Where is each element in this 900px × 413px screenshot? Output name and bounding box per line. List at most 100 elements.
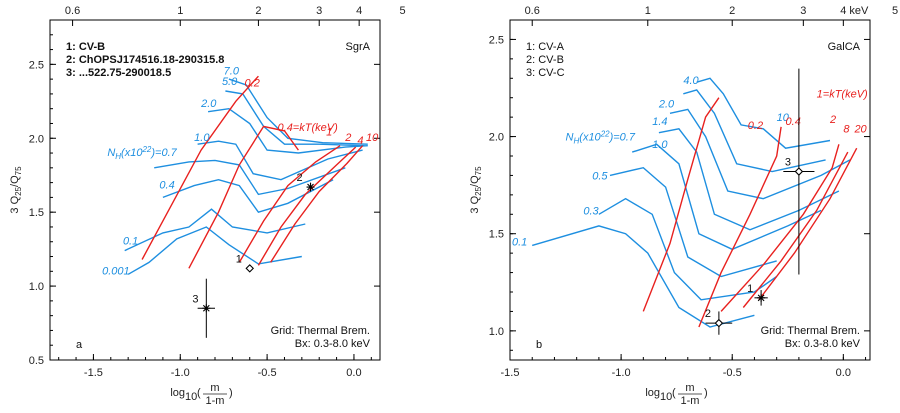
x-tick-label: -1.0 — [612, 367, 631, 379]
panel-title: GalCA — [828, 41, 861, 53]
x-title-paren-close: ) — [704, 387, 708, 399]
x-axis-title: log 10(m1-m) — [645, 382, 707, 407]
nh-grid-curve-2 — [162, 178, 334, 214]
data-point-2: 2 — [705, 308, 733, 335]
kt-label: 0.2 — [748, 120, 763, 132]
diamond-marker — [794, 167, 804, 176]
kt-label: 10 — [366, 132, 379, 144]
kt-label: 0.4 — [786, 116, 801, 128]
nh-label: NH(x1022)=0.7 — [107, 145, 177, 161]
top-tick-label: 3 — [800, 5, 806, 17]
x-title-den: 1-m — [206, 395, 225, 407]
nh-label: 2.0 — [200, 98, 217, 110]
x-title-den: 1-m — [681, 395, 700, 407]
nh-label: 0.001 — [102, 265, 130, 277]
point-label: 1 — [747, 283, 753, 295]
top-tick-label: 0.6 — [65, 5, 80, 17]
y-tick-label: 0.5 — [29, 355, 44, 367]
x-title-log: log — [645, 387, 660, 399]
point-label: 1 — [236, 253, 242, 265]
x-title-sub: 10 — [660, 391, 672, 403]
x-tick-label: -1.5 — [501, 367, 520, 379]
kt-grid-curve-1 — [698, 126, 782, 328]
nh-grid-curve-6 — [683, 89, 826, 173]
diamond-marker — [245, 264, 255, 273]
x-title-paren-open: ( — [672, 387, 676, 399]
x-title-paren-close: ) — [229, 387, 233, 399]
kt-label: 8 — [843, 124, 850, 136]
nh-label: 1.0 — [194, 132, 210, 144]
point-label: 2 — [705, 308, 711, 320]
legend-entry: 2: ChOPSJ174516.18-290315.8 — [66, 54, 224, 66]
nh-grid-curve-1 — [598, 197, 778, 301]
y-tick-label: 2.5 — [29, 59, 44, 71]
data-point-2: 2 — [297, 172, 315, 192]
nh-label: 4.0 — [683, 75, 699, 87]
nh-label: 10 — [777, 112, 790, 124]
nh-grid-curve-5 — [669, 108, 851, 200]
kt-grid-curve-1 — [188, 125, 299, 269]
x-title-paren-open: ( — [197, 387, 201, 399]
y-tick-label: 2.0 — [29, 133, 44, 145]
nh-grid-curve-1 — [124, 208, 306, 252]
kt-label: 1 — [326, 126, 332, 138]
nh-grid-curve-0 — [532, 225, 755, 328]
nh-grid-curve-2 — [609, 166, 777, 278]
nh-label: 0.1 — [123, 236, 138, 248]
panel-label: a — [76, 339, 83, 351]
y-tick-label: 1.5 — [29, 207, 44, 219]
point-label: 3 — [785, 157, 791, 169]
nh-grid-curve-7 — [228, 78, 368, 145]
kt-grid-curve-0 — [141, 75, 259, 260]
y-axis-title: 3 Q25/Q75 — [469, 166, 483, 214]
nh-grid-curve-4 — [197, 140, 363, 181]
kt-grid-curve-2 — [238, 145, 341, 263]
grid-note: Grid: Thermal Brem. — [271, 325, 370, 337]
top-tick-label: 5 — [892, 5, 898, 17]
x-tick-label: -0.5 — [258, 367, 277, 379]
top-axis-unit: keV — [849, 5, 869, 17]
point-label: 2 — [297, 172, 303, 184]
top-tick-label: 5 — [400, 5, 406, 17]
kt-grid-curve-3 — [742, 151, 849, 308]
plot-frame — [509, 19, 871, 361]
panel-sgra: -1.5 -1.0 -0.5 0.00.51.01.52.02.50.6 1 2 3 4 5lo… — [9, 5, 406, 407]
nh-label: 2.0 — [658, 98, 675, 110]
nh-label: 1.4 — [652, 116, 667, 128]
nh-label: 5.0 — [222, 76, 238, 88]
x-title-num: m — [210, 382, 219, 394]
legend-entry: 2: CV-B — [526, 54, 564, 66]
nh-grid-curve-3 — [631, 143, 822, 251]
data-point-3: 3 — [783, 68, 815, 275]
point-label: 3 — [192, 293, 198, 305]
nh-label: 0.3 — [583, 205, 599, 217]
y-axis-title: 3 Q25/Q75 — [9, 166, 23, 214]
nh-label: 1.0 — [652, 139, 668, 151]
panel-galca: -1.5 -1.0 -0.5 0.0 1.0 1.5 2.0 2.5 0.6 1 2 3 4 5 keV lo… — [469, 5, 898, 407]
x-tick-label: 0.0 — [836, 367, 851, 379]
kt-label: 4 — [357, 135, 363, 147]
nh-grid-curve-7 — [696, 77, 831, 149]
grid-note: Grid: Thermal Brem. — [761, 325, 860, 337]
x-title-log: log — [170, 387, 185, 399]
y-tick-label: 2.0 — [489, 132, 504, 144]
diamond-marker — [714, 318, 724, 328]
top-tick-label: 2 — [255, 5, 261, 17]
top-tick-label: 2 — [729, 5, 735, 17]
top-tick-label: 3 — [316, 5, 322, 17]
kt-label: 0.2 — [245, 78, 260, 90]
data-point-1: 1 — [236, 253, 255, 273]
star-marker — [306, 183, 315, 192]
nh-label: 0.5 — [592, 170, 608, 182]
top-tick-label: 4 — [356, 5, 362, 17]
panel-title: SgrA — [346, 41, 371, 53]
kt-label: 2 — [829, 114, 836, 126]
y-tick-label: 1.0 — [489, 326, 504, 338]
top-tick-label: 1 — [177, 5, 183, 17]
top-tick-label: 4 — [840, 5, 846, 17]
kt-grid-curve-0 — [642, 97, 720, 312]
nh-grid-curve-5 — [208, 107, 368, 154]
y-tick-label: 1.0 — [29, 281, 44, 293]
legend-entry: 1: CV-A — [526, 41, 565, 53]
